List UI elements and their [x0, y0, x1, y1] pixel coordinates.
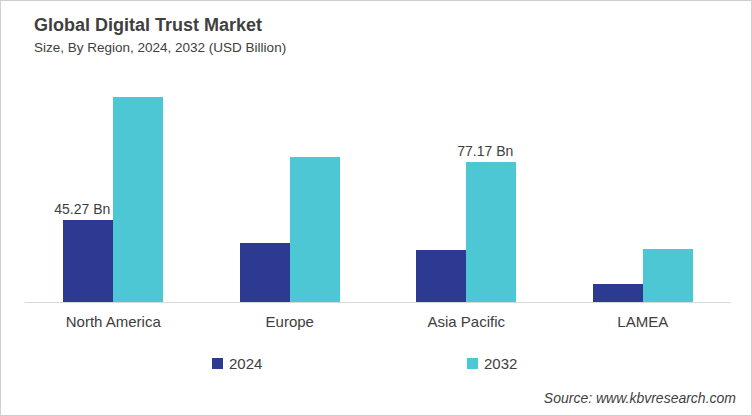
- legend-label-2032: 2032: [484, 355, 517, 372]
- bar-group-asia-pacific: 77.17 Bn: [378, 71, 555, 302]
- legend-swatch-2024: [212, 358, 223, 369]
- bar-2024-europe: [240, 243, 290, 302]
- bar-2032-north-america: [113, 97, 163, 302]
- data-label-2032: 77.17 Bn: [457, 143, 513, 159]
- bar-2032-europe: [290, 157, 340, 302]
- legend-swatch-2032: [467, 358, 478, 369]
- bar-group-north-america: 45.27 Bn: [25, 71, 202, 302]
- legend-item-2024: 2024: [212, 355, 262, 372]
- chart-subtitle: Size, By Region, 2024, 2032 (USD Billion…: [34, 40, 286, 55]
- chart-title: Global Digital Trust Market: [34, 15, 262, 36]
- category-label-asia-pacific: Asia Pacific: [378, 313, 555, 330]
- bar-2024-lamea: [593, 284, 643, 302]
- category-label-north-america: North America: [25, 313, 202, 330]
- bar-2032-lamea: [643, 249, 693, 302]
- category-label-lamea: LAMEA: [555, 313, 732, 330]
- legend-label-2024: 2024: [229, 355, 262, 372]
- category-label-europe: Europe: [202, 313, 379, 330]
- source-credit: Source: www.kbvresearch.com: [544, 390, 736, 406]
- bar-2024-north-america: 45.27 Bn: [63, 220, 113, 302]
- category-labels: North AmericaEuropeAsia PacificLAMEA: [25, 313, 731, 330]
- chart-page: Global Digital Trust Market Size, By Reg…: [0, 0, 752, 416]
- bar-2024-asia-pacific: [416, 250, 466, 302]
- legend-item-2032: 2032: [467, 355, 517, 372]
- bar-group-lamea: [555, 71, 732, 302]
- bar-2032-asia-pacific: 77.17 Bn: [466, 162, 516, 302]
- bar-group-europe: [202, 71, 379, 302]
- plot-area: 45.27 Bn 77.17 Bn: [25, 71, 731, 303]
- data-label-2024: 45.27 Bn: [54, 201, 110, 217]
